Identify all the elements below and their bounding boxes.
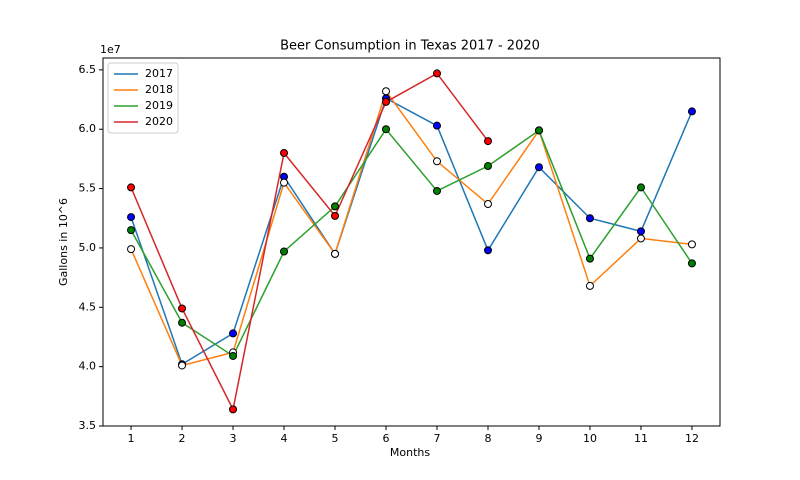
- point: [483, 162, 492, 171]
- point: [432, 186, 441, 195]
- legend-label: 2017: [145, 67, 173, 80]
- x-tick-label: 7: [433, 432, 440, 445]
- point: [280, 178, 289, 187]
- legend-label: 2020: [145, 115, 173, 128]
- point: [127, 245, 136, 254]
- point: [280, 247, 289, 256]
- series-line: [130, 89, 693, 367]
- point: [382, 97, 391, 106]
- x-axis-label: Months: [390, 446, 430, 459]
- x-tick-label: 9: [535, 432, 542, 445]
- point: [127, 213, 136, 222]
- point: [229, 405, 238, 414]
- point: [331, 202, 340, 211]
- point: [585, 214, 594, 223]
- x-tick-label: 11: [634, 432, 648, 445]
- point: [331, 249, 340, 258]
- x-tick-label: 1: [128, 432, 135, 445]
- point: [382, 87, 391, 96]
- y-tick-label: 4.5: [79, 300, 97, 313]
- point: [127, 226, 136, 235]
- point: [432, 69, 441, 78]
- point: [585, 281, 594, 290]
- legend-label: 2018: [145, 83, 173, 96]
- point: [229, 329, 238, 338]
- y-tick-label: 3.5: [79, 419, 97, 432]
- x-tick-label: 8: [484, 432, 491, 445]
- point: [585, 254, 594, 263]
- y-tick-label: 5.5: [79, 182, 97, 195]
- x-tick-label: 4: [281, 432, 288, 445]
- legend-box: [107, 62, 179, 134]
- point: [432, 157, 441, 166]
- point: [636, 183, 645, 192]
- series-line: [130, 97, 693, 366]
- point: [636, 234, 645, 243]
- x-tick-label: 10: [583, 432, 597, 445]
- point: [331, 211, 340, 220]
- point: [432, 121, 441, 130]
- chart-title: Beer Consumption in Texas 2017 - 2020: [280, 39, 540, 54]
- point: [483, 246, 492, 255]
- legend-label: 2019: [145, 99, 173, 112]
- point: [178, 361, 187, 370]
- point: [687, 107, 696, 116]
- point: [534, 126, 543, 135]
- y-tick-label: 6.5: [79, 63, 97, 76]
- point: [178, 304, 187, 313]
- x-tick-label: 6: [383, 432, 390, 445]
- y-offset-label: 1e7: [100, 43, 121, 56]
- point: [534, 163, 543, 172]
- point: [178, 318, 187, 327]
- y-axis-label: Gallons in 10^6: [57, 198, 70, 286]
- point: [687, 240, 696, 249]
- y-tick-label: 6.0: [79, 122, 97, 135]
- point: [127, 183, 136, 192]
- y-tick-label: 4.0: [79, 360, 97, 373]
- x-tick-label: 12: [685, 432, 699, 445]
- x-tick-label: 2: [179, 432, 186, 445]
- x-tick-label: 5: [332, 432, 339, 445]
- point: [636, 227, 645, 236]
- point: [687, 259, 696, 268]
- plot-frame: [102, 57, 721, 427]
- y-tick-label: 5.0: [79, 241, 97, 254]
- series-line: [130, 72, 489, 412]
- series-line: [130, 127, 693, 358]
- point: [280, 148, 289, 157]
- point: [483, 137, 492, 146]
- x-tick-label: 3: [230, 432, 237, 445]
- point: [483, 200, 492, 209]
- point: [382, 125, 391, 134]
- point: [229, 351, 238, 360]
